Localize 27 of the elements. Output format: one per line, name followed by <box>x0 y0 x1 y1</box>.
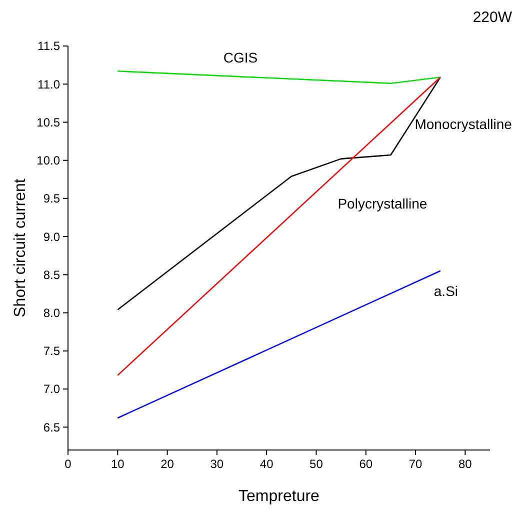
y-tick-label: 6.5 <box>43 420 60 434</box>
x-tick-label: 80 <box>458 457 472 471</box>
x-tick-label: 10 <box>110 457 125 471</box>
x-tick-label: 70 <box>408 457 423 471</box>
y-tick-label: 8.0 <box>43 306 60 320</box>
x-tick-label: 30 <box>210 457 224 471</box>
x-tick-label: 40 <box>260 457 274 471</box>
y-tick-label: 11.0 <box>38 77 60 92</box>
series-label: Monocrystalline <box>414 116 512 132</box>
y-tick-label: 11.5 <box>38 39 60 54</box>
x-tick-label: 60 <box>359 457 373 471</box>
series-label: Polycrystalline <box>338 196 428 212</box>
y-tick-label: 8.5 <box>43 268 60 282</box>
y-axis-title: Short circuit current <box>12 178 29 318</box>
x-tick-label: 50 <box>310 457 324 471</box>
x-tick-label: 20 <box>160 457 174 471</box>
series-label: CGIS <box>223 50 258 66</box>
y-tick-label: 7.0 <box>43 382 60 396</box>
y-tick-label: 9.0 <box>43 230 60 244</box>
y-tick-label: 7.5 <box>43 344 60 358</box>
y-tick-label: 10.0 <box>36 154 60 168</box>
x-tick-label: 0 <box>64 457 72 471</box>
x-axis-title: Tempreture <box>238 488 320 505</box>
y-tick-label: 10.5 <box>36 115 60 130</box>
text: 220W <box>472 9 513 26</box>
series-label: a.Si <box>434 282 458 299</box>
y-tick-label: 9.5 <box>43 192 60 206</box>
